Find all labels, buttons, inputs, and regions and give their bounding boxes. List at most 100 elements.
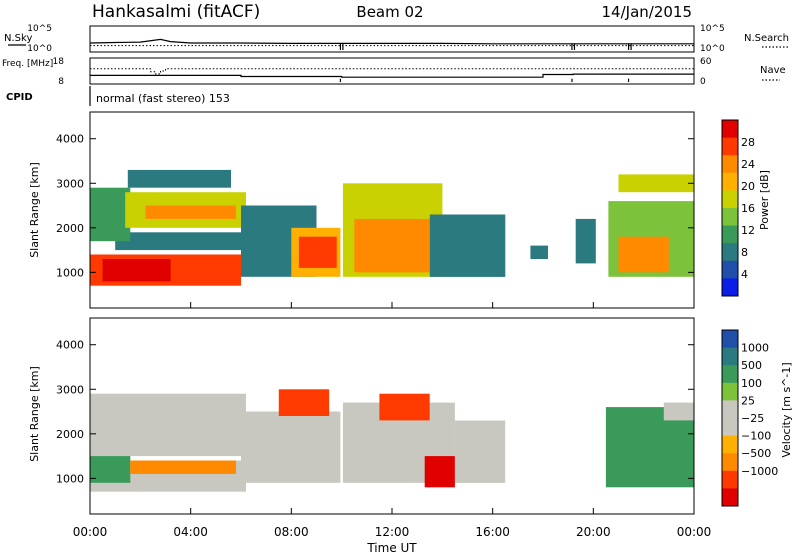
- power-cell-12: [429, 214, 506, 277]
- velocity-colorbar-swatch-6: [722, 435, 738, 454]
- velocity-colorbar-tick-3: 25: [741, 394, 755, 407]
- cpid-panel: CPID normal (fast stereo) 153: [6, 86, 230, 106]
- power-colorbar-swatch-5: [722, 208, 738, 227]
- date-title: 14/Jan/2015: [602, 3, 693, 21]
- power-colorbar-tick-6: 4: [741, 268, 748, 281]
- frequency-frame: [89, 57, 695, 85]
- velocity-colorbar-tick-7: −1000: [741, 465, 778, 478]
- velocity-data-gap: [340, 319, 343, 513]
- beam-title: Beam 02: [356, 3, 423, 21]
- velocity-cell-4: [241, 411, 342, 483]
- noise-right-label: N.Search: [744, 33, 789, 44]
- xtick-label-2: 08:00: [274, 525, 309, 539]
- power-colorbar-swatch-8: [722, 260, 738, 279]
- cpid-mode: normal (fast stereo) 153: [96, 92, 230, 105]
- velocity-cell-11: [631, 433, 694, 461]
- power-colorbar-tick-5: 8: [741, 246, 748, 259]
- velocity-colorbar-swatch-0: [722, 330, 738, 349]
- power-cell-3: [90, 187, 131, 242]
- power-data-gap: [340, 113, 343, 307]
- frequency-line: [90, 73, 694, 78]
- noise-tick-bottom-right: 10^0: [700, 44, 725, 54]
- power-cell-17: [618, 174, 694, 193]
- velocity-colorbar-swatch-4: [722, 400, 738, 419]
- velocity-cell-7: [379, 393, 430, 421]
- freq-tick-top: 18: [53, 57, 65, 67]
- power-ytick-label-2: 3000: [56, 177, 84, 190]
- noise-tick-bottom-left: 10^0: [27, 44, 52, 54]
- power-colorbar-swatch-2: [722, 155, 738, 174]
- power-colorbar-tick-4: 12: [741, 224, 755, 237]
- noise-tick-top-left: 10^5: [27, 24, 52, 34]
- power-ytick-label-3: 4000: [56, 133, 84, 146]
- power-cell-2: [115, 232, 241, 251]
- power-colorbar-swatch-4: [722, 190, 738, 209]
- velocity-colorbar-tick-2: 100: [741, 377, 762, 390]
- velocity-ytick-label-2: 3000: [56, 383, 84, 396]
- noise-sky-line: [89, 38, 694, 45]
- nave-label: Nave: [760, 65, 786, 76]
- power-cell-6: [127, 169, 231, 188]
- velocity-cell-8: [424, 456, 455, 488]
- velocity-colorbar-swatch-2: [722, 365, 738, 384]
- xtick-label-5: 20:00: [576, 525, 611, 539]
- power-colorbar-label: Power [dB]: [758, 170, 771, 230]
- velocity-cell-3: [90, 393, 246, 457]
- cpid-label: CPID: [6, 92, 33, 103]
- xtick-label-4: 16:00: [475, 525, 510, 539]
- power-cell-9: [298, 236, 337, 268]
- velocity-ytick-label-0: 1000: [56, 472, 84, 485]
- xtick-label-1: 04:00: [173, 525, 208, 539]
- power-cell-5: [145, 205, 236, 219]
- noise-tick-top-right: 10^5: [700, 24, 725, 34]
- power-ytick-label-1: 2000: [56, 222, 84, 235]
- xtick-label-3: 12:00: [375, 525, 410, 539]
- velocity-colorbar-tick-4: −25: [741, 412, 764, 425]
- velocity-colorbar-swatch-7: [722, 453, 738, 472]
- velocity-cell-2: [130, 460, 236, 474]
- power-colorbar: 28 24 20 16 12 8 4: [721, 119, 755, 297]
- velocity-ytick-label-1: 2000: [56, 428, 84, 441]
- velocity-cell-12: [663, 402, 694, 421]
- velocity-cell-5: [278, 389, 330, 416]
- power-colorbar-tick-2: 20: [741, 180, 755, 193]
- power-cell-14: [575, 218, 596, 264]
- freq-tick-bottom: 8: [58, 77, 64, 87]
- power-panel: 1000 2000 3000 4000 Slant Range [km] 28 24 20…: [28, 111, 771, 309]
- power-colorbar-swatch-7: [722, 243, 738, 262]
- power-colorbar-tick-0: 28: [741, 136, 755, 149]
- power-colorbar-swatch-1: [722, 137, 738, 156]
- velocity-colorbar-swatch-8: [722, 470, 738, 489]
- velocity-colorbar-tick-6: −500: [741, 447, 771, 460]
- velocity-colorbar-tick-1: 500: [741, 359, 762, 372]
- velocity-colorbar-swatch-5: [722, 418, 738, 437]
- power-ylabel: Slant Range [km]: [28, 162, 41, 258]
- velocity-colorbar-swatch-3: [722, 382, 738, 401]
- power-colorbar-frame: [721, 119, 739, 297]
- velocity-cell-9: [454, 420, 506, 483]
- time-axis-label: Time UT: [366, 541, 417, 554]
- power-ytick-label-0: 1000: [56, 266, 84, 279]
- velocity-colorbar-frame: [721, 329, 739, 507]
- xtick-label-0: 00:00: [73, 525, 108, 539]
- velocity-colorbar-swatch-1: [722, 347, 738, 366]
- power-cell-1: [102, 259, 171, 282]
- power-heatmap: [90, 113, 694, 307]
- frequency-panel: Freq. [MHz] 18 8 60 0 Nave: [2, 57, 786, 87]
- power-colorbar-swatch-0: [722, 120, 738, 139]
- frequency-left-label: Freq. [MHz]: [2, 59, 53, 69]
- velocity-colorbar-tick-5: −100: [741, 430, 771, 443]
- power-cell-11: [354, 218, 430, 273]
- velocity-colorbar-tick-0: 1000: [741, 342, 769, 355]
- power-colorbar-swatch-3: [722, 172, 738, 191]
- noise-frame: [89, 25, 695, 53]
- xtick-label-6: 00:00: [677, 525, 712, 539]
- noise-left-label: N.Sky: [4, 33, 32, 44]
- power-cell-13: [530, 245, 548, 259]
- velocity-colorbar-label: Velocity [m s^-1]: [780, 362, 793, 457]
- nave-tick-top: 60: [700, 57, 712, 67]
- power-colorbar-swatch-9: [722, 278, 738, 297]
- station-title: Hankasalmi (fitACF): [92, 2, 260, 22]
- velocity-panel: 1000 2000 3000 4000 Slant Range [km] 1000 50…: [28, 302, 793, 554]
